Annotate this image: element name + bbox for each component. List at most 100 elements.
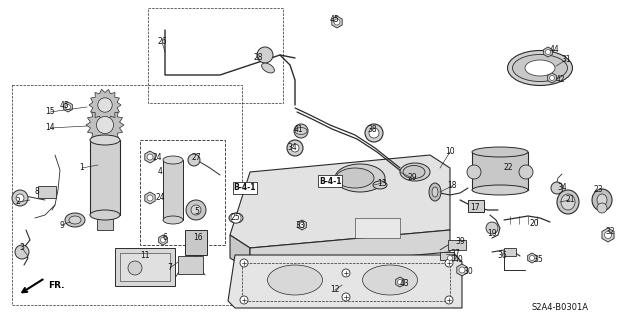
- Text: 14: 14: [45, 123, 55, 132]
- Circle shape: [12, 190, 28, 206]
- Text: 37: 37: [450, 249, 460, 258]
- Polygon shape: [250, 230, 450, 270]
- Text: 29: 29: [407, 174, 417, 182]
- Text: 28: 28: [253, 54, 263, 63]
- Ellipse shape: [268, 265, 323, 295]
- Ellipse shape: [403, 166, 425, 179]
- Circle shape: [597, 203, 607, 213]
- Circle shape: [467, 165, 481, 179]
- Circle shape: [147, 154, 153, 160]
- Text: 23: 23: [593, 186, 603, 195]
- Circle shape: [397, 279, 403, 285]
- Text: 1: 1: [79, 164, 84, 173]
- Bar: [440, 252, 454, 260]
- Polygon shape: [63, 102, 72, 112]
- Text: 3: 3: [20, 243, 24, 253]
- Ellipse shape: [508, 50, 573, 85]
- Polygon shape: [527, 253, 536, 263]
- Text: 10: 10: [445, 147, 455, 157]
- Ellipse shape: [90, 210, 120, 220]
- Text: 24: 24: [155, 194, 165, 203]
- Bar: [472, 152, 528, 190]
- Circle shape: [605, 232, 611, 239]
- Text: 36: 36: [497, 251, 507, 261]
- Text: B-4-1: B-4-1: [234, 183, 256, 192]
- Circle shape: [287, 140, 303, 156]
- Ellipse shape: [336, 168, 374, 188]
- Polygon shape: [457, 264, 467, 276]
- Text: FR.: FR.: [48, 280, 65, 290]
- Bar: [148, 8, 283, 103]
- Text: 24: 24: [152, 153, 162, 162]
- Text: 25: 25: [230, 213, 240, 222]
- Ellipse shape: [525, 60, 555, 76]
- Circle shape: [519, 165, 533, 179]
- Circle shape: [445, 259, 453, 267]
- Polygon shape: [543, 47, 552, 57]
- Polygon shape: [396, 277, 404, 287]
- Ellipse shape: [163, 216, 183, 224]
- Text: 45: 45: [59, 101, 69, 110]
- Text: 40: 40: [453, 256, 463, 264]
- Circle shape: [369, 128, 379, 138]
- Circle shape: [291, 144, 299, 152]
- Polygon shape: [89, 89, 121, 121]
- Ellipse shape: [373, 181, 387, 189]
- Text: 13: 13: [377, 179, 387, 188]
- Polygon shape: [298, 220, 307, 230]
- Circle shape: [240, 259, 248, 267]
- Ellipse shape: [561, 194, 575, 210]
- Bar: [448, 240, 466, 250]
- Text: 34: 34: [287, 144, 297, 152]
- Text: 33: 33: [295, 220, 305, 229]
- Bar: [140, 140, 225, 245]
- Polygon shape: [159, 235, 167, 245]
- Circle shape: [445, 296, 453, 304]
- Ellipse shape: [335, 164, 385, 192]
- Text: 21: 21: [565, 196, 575, 204]
- Circle shape: [447, 256, 452, 261]
- Circle shape: [342, 269, 350, 277]
- Circle shape: [342, 293, 350, 301]
- Ellipse shape: [557, 190, 579, 214]
- Ellipse shape: [592, 189, 612, 211]
- Ellipse shape: [400, 163, 430, 181]
- Text: B-4-1: B-4-1: [319, 176, 341, 186]
- Bar: [90, 140, 120, 215]
- Text: 16: 16: [193, 233, 203, 241]
- Ellipse shape: [229, 213, 243, 223]
- Text: 7: 7: [168, 263, 172, 272]
- Ellipse shape: [429, 183, 441, 201]
- Ellipse shape: [472, 185, 528, 195]
- Text: 20: 20: [529, 219, 539, 227]
- Circle shape: [550, 76, 554, 80]
- Circle shape: [186, 200, 206, 220]
- Bar: [120, 253, 170, 281]
- Text: 34: 34: [557, 183, 567, 192]
- Circle shape: [15, 245, 29, 259]
- Text: 2: 2: [15, 197, 20, 206]
- Text: 38: 38: [367, 125, 377, 135]
- Ellipse shape: [163, 156, 183, 164]
- Text: 22: 22: [503, 162, 513, 172]
- Ellipse shape: [90, 135, 120, 145]
- Circle shape: [191, 205, 201, 215]
- Circle shape: [300, 222, 305, 227]
- Bar: [355, 218, 400, 238]
- Text: 11: 11: [140, 251, 150, 261]
- Polygon shape: [230, 155, 450, 248]
- Bar: [115, 248, 175, 286]
- Circle shape: [97, 116, 113, 134]
- Polygon shape: [548, 73, 556, 83]
- Polygon shape: [145, 192, 155, 204]
- Circle shape: [486, 222, 498, 234]
- Polygon shape: [86, 106, 124, 144]
- Bar: [185, 230, 207, 255]
- Text: 45: 45: [330, 16, 340, 25]
- Bar: [38, 186, 56, 198]
- Circle shape: [459, 267, 465, 273]
- Ellipse shape: [513, 55, 568, 81]
- Text: 26: 26: [157, 38, 167, 47]
- Bar: [97, 215, 113, 230]
- Text: 5: 5: [195, 207, 200, 217]
